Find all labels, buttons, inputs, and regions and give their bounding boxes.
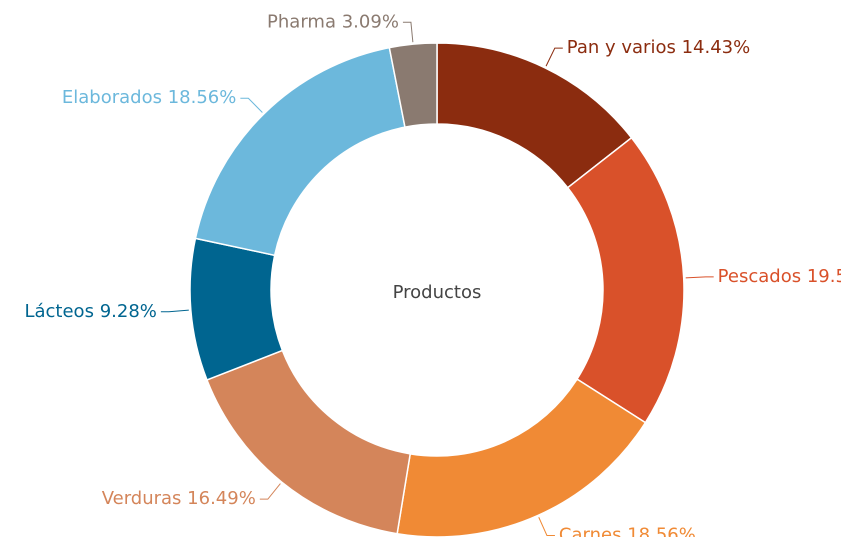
slice: [396, 378, 647, 537]
slice-value: 16.49%: [187, 488, 256, 509]
slice-name: Verduras: [102, 488, 182, 509]
slice-label: Pan y varios 14.43%: [567, 37, 750, 58]
slice-label: Elaborados 18.56%: [62, 87, 236, 108]
center-label: Productos: [393, 282, 482, 303]
leader-line: [545, 47, 563, 67]
slice-value: 19.59%: [807, 266, 841, 287]
slice-value: 18.56%: [168, 87, 237, 108]
slice: [566, 136, 685, 424]
leader-line: [402, 21, 414, 43]
slice-name: Pharma: [267, 11, 336, 32]
slice-name: Lácteos: [24, 301, 93, 322]
slice-label: Carnes 18.56%: [559, 525, 696, 537]
slice-label: Pescados 19.59%: [718, 266, 841, 287]
leader-line: [538, 517, 555, 537]
leader-line: [160, 309, 189, 313]
slice-label: Pharma 3.09%: [267, 11, 399, 32]
slice: [194, 46, 406, 257]
slice-name: Pescados: [718, 266, 801, 287]
leader-line: [240, 97, 263, 113]
leader-line: [259, 483, 281, 500]
slice-label: Lácteos 9.28%: [24, 301, 156, 322]
slice-value: 3.09%: [342, 11, 399, 32]
slice-value: 14.43%: [682, 37, 751, 58]
leader-line: [685, 276, 714, 279]
slice-value: 18.56%: [627, 525, 696, 537]
slice-name: Pan y varios: [567, 37, 676, 58]
slice-name: Elaborados: [62, 87, 162, 108]
slice-name: Carnes: [559, 525, 622, 537]
slice-label: Verduras 16.49%: [102, 488, 256, 509]
slice-value: 9.28%: [100, 301, 157, 322]
slice: [388, 42, 438, 128]
